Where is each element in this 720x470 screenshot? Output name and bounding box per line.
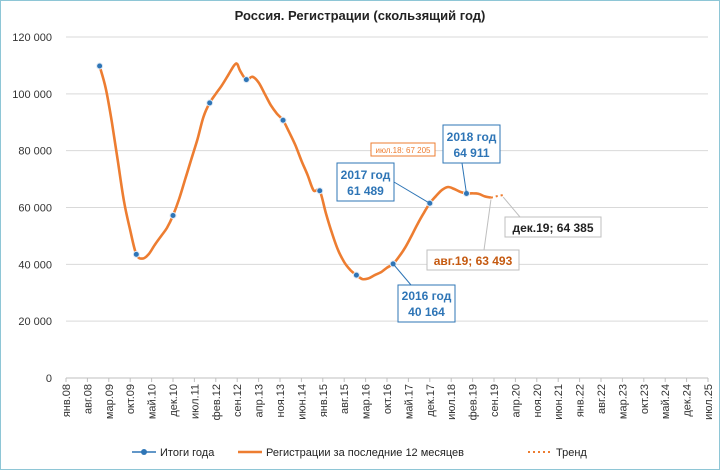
callout-2016-title: 2016 год	[402, 289, 452, 303]
callout-dec19-box	[504, 216, 602, 238]
callout-2018-value: 64 911	[453, 146, 489, 160]
x-tick-label: мар.23	[617, 384, 629, 419]
callout-2018-box	[442, 124, 501, 164]
x-tick-label: янв.15	[318, 384, 330, 417]
callout-aug19-box	[426, 249, 520, 271]
y-tick-label: 60 000	[18, 203, 52, 215]
callout-aug19-leader	[483, 199, 492, 251]
legend: Итоги года Регистрации за последние 12 ме…	[132, 447, 587, 459]
chart-title: Россия. Регистрации (скользящий год)	[234, 8, 486, 23]
legend-year-marker	[141, 449, 147, 455]
year-total-marker	[206, 99, 214, 107]
callout-dec19-label: дек.19; 64 385	[512, 221, 593, 235]
x-tick-label: янв.08	[61, 384, 73, 417]
y-tick-label: 40 000	[18, 259, 52, 271]
x-tick-label: ноя.13	[275, 384, 287, 417]
series-line-rolling	[98, 62, 492, 281]
x-tick-label: дек.17	[425, 384, 437, 417]
x-tick-label: дек.24	[682, 384, 694, 417]
x-tick-label: апр.13	[254, 384, 266, 417]
year-total-marker	[352, 271, 360, 279]
year-total-marker	[279, 116, 287, 124]
y-tick-label: 20 000	[18, 316, 52, 328]
x-tick-label: дек.10	[168, 384, 180, 417]
callout-2017-box	[336, 162, 395, 202]
legend-trend-label: Тренд	[556, 447, 587, 459]
legend-year-label: Итоги года	[160, 447, 215, 459]
x-tick-label: июл.25	[703, 384, 715, 420]
x-tick-label: фев.19	[468, 384, 480, 420]
callout-2017-title: 2017 год	[341, 168, 391, 182]
x-tick-label: авг.15	[339, 384, 351, 414]
year-total-marker	[242, 76, 250, 84]
callouts-group: июл.18: 67 205 2018 год 64 911 2017 год 61 4…	[336, 124, 602, 323]
x-tick-label: ноя.20	[532, 384, 544, 417]
grid-lines	[66, 36, 708, 379]
year-total-marker	[96, 62, 104, 70]
y-tick-label: 120 000	[12, 32, 52, 44]
callout-jul18-label: июл.18: 67 205	[376, 146, 432, 155]
x-tick-label: сен.12	[232, 384, 244, 417]
callout-2016-value: 40 164	[408, 305, 445, 319]
callout-2018-title: 2018 год	[447, 130, 497, 144]
x-tick-label: авг.22	[596, 384, 608, 414]
x-tick-label: июл.11	[189, 384, 201, 419]
y-tick-label: 80 000	[18, 146, 52, 158]
x-tick-label: окт.16	[382, 384, 394, 414]
y-tick-label: 100 000	[12, 89, 52, 101]
y-tick-label: 0	[46, 373, 52, 385]
x-tick-label: окт.23	[639, 384, 651, 414]
year-total-marker	[132, 250, 140, 258]
series-group	[96, 62, 504, 281]
y-axis: 0 20 000 40 000 60 000 80 000 100 000 120 000	[12, 32, 52, 385]
callout-2016-leader	[392, 263, 412, 286]
callout-2018-leader	[461, 162, 467, 194]
x-tick-label: сен.19	[489, 384, 501, 417]
x-tick-label: май.17	[403, 384, 415, 419]
x-tick-label: июл.18	[446, 384, 458, 420]
callout-dec19-leader	[502, 196, 521, 218]
x-tick-label: июн.14	[296, 384, 308, 420]
year-total-marker	[316, 187, 324, 195]
callout-jul18-box	[370, 142, 436, 157]
x-axis: янв.08 авг.08 мар.09 окт.09 май.10 дек.10 июл.…	[61, 378, 715, 420]
x-tick-label: окт.09	[125, 384, 137, 414]
callout-2017-value: 61 489	[347, 184, 384, 198]
x-tick-label: мар.16	[361, 384, 373, 419]
callout-2016-box	[397, 284, 456, 323]
x-tick-label: июн.21	[553, 384, 565, 420]
series-line-trend	[490, 194, 504, 199]
x-tick-label: май.10	[147, 384, 159, 419]
x-tick-label: авг.08	[82, 384, 94, 414]
x-tick-label: янв.22	[575, 384, 587, 417]
legend-rolling-label: Регистрации за последние 12 месяцев	[266, 447, 464, 459]
x-tick-label: фев.12	[211, 384, 223, 420]
x-tick-label: май.24	[660, 384, 672, 419]
callout-aug19-label: авг.19; 63 493	[434, 254, 513, 268]
callout-2017-leader	[393, 181, 431, 204]
year-total-marker	[169, 211, 177, 219]
x-tick-label: апр.20	[510, 384, 522, 417]
x-tick-label: мар.09	[104, 384, 116, 419]
